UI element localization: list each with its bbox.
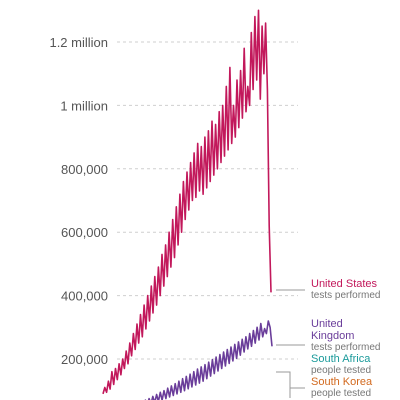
legend-label: South Korea	[311, 376, 373, 388]
y-tick-label: 200,000	[61, 352, 108, 367]
series-line-uk	[144, 320, 273, 400]
y-tick-label: 400,000	[61, 289, 108, 304]
legend-sublabel: people tested	[311, 388, 371, 399]
y-tick-label: 1.2 million	[49, 35, 108, 50]
y-tick-label: 800,000	[61, 162, 108, 177]
y-tick-label: 1 million	[60, 98, 108, 113]
legend-sublabel: tests performed	[311, 290, 380, 301]
legend-label: United	[311, 318, 343, 330]
legend-label: United States	[311, 278, 378, 290]
legend-sublabel: people tested	[311, 365, 371, 376]
y-tick-label: 600,000	[61, 225, 108, 240]
y-axis-tick-labels: 200,000 400,000 600,000 800,000 1 million 1.2…	[49, 35, 108, 367]
legend-leader-line	[276, 371, 291, 398]
series-line-us	[102, 9, 272, 395]
legend-label: South Africa	[311, 353, 371, 365]
series-lines	[102, 9, 273, 400]
legend-label: Kingdom	[311, 330, 354, 342]
legend-sublabel: tests performed	[311, 342, 380, 353]
